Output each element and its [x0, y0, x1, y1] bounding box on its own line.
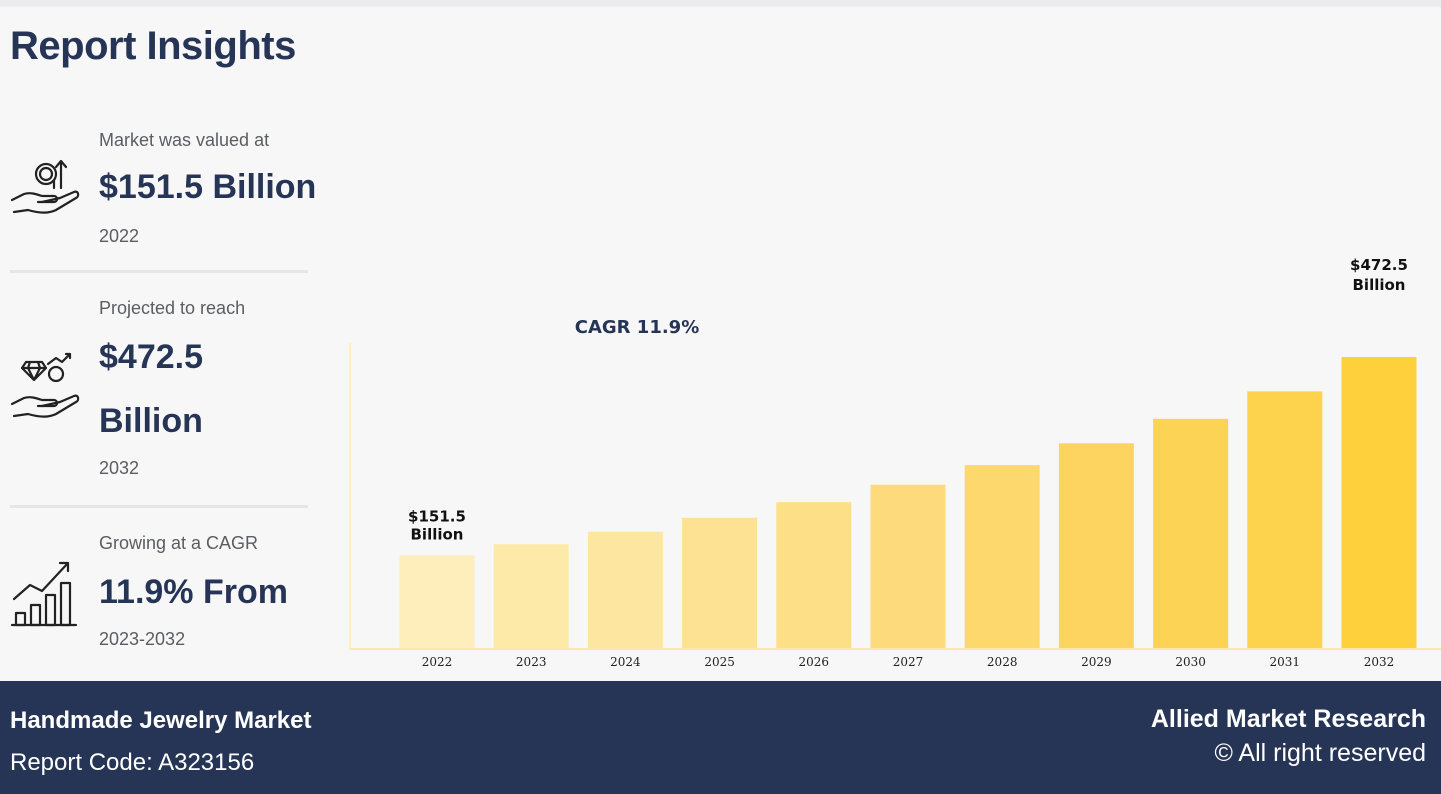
page-title: Report Insights [10, 24, 296, 68]
top-border [0, 0, 1441, 7]
stat-year: 2032 [99, 458, 140, 478]
bar-chart: 2022 2023 2024 2025 2026 2027 2028 2029 2030 2031… [349, 256, 1441, 669]
stat-value: $151.5 Billion [99, 168, 317, 206]
x-tick-label: 2025 [704, 655, 735, 669]
stat-label: Projected to reach [99, 298, 246, 318]
divider [10, 270, 308, 273]
footer: Handmade Jewelry Market Report Code: A32… [0, 681, 1441, 794]
bar-2028 [964, 465, 1040, 649]
cagr-annotation: CAGR 11.9% [575, 317, 700, 338]
footer-rights: © All right reserved [1214, 739, 1426, 767]
bar-2027 [870, 484, 946, 649]
x-tick-label: 2023 [516, 655, 547, 669]
x-tick-label: 2022 [422, 655, 453, 669]
stat-value: 11.9% From [99, 573, 288, 611]
stat-label: Growing at a CAGR [99, 533, 259, 553]
x-tick-label: 2024 [610, 655, 641, 669]
stat-year: 2023-2032 [99, 629, 186, 649]
last-bar-value-label: $472.5 [1350, 256, 1408, 274]
bar-2026 [776, 502, 852, 649]
bar-2024 [587, 531, 663, 649]
x-tick-label: 2029 [1081, 655, 1112, 669]
stat-value-line2: Billion [99, 402, 203, 440]
bar-2030 [1153, 418, 1229, 649]
diamond-dollar-hand-icon [10, 352, 80, 418]
bar-2025 [682, 517, 758, 649]
money-hand-icon [10, 159, 80, 214]
first-bar-value-label: $151.5 [408, 507, 466, 525]
stat-projected-value: Projected to reach $472.5 Billion 2032 [0, 290, 340, 500]
last-bar-unit-label: Billion [1353, 276, 1406, 294]
x-tick-label: 2032 [1364, 655, 1395, 669]
first-bar-unit-label: Billion [411, 525, 464, 543]
bar-2031 [1247, 391, 1323, 649]
x-tick-label: 2026 [799, 655, 830, 669]
bar-2029 [1058, 443, 1134, 649]
x-tick-label: 2031 [1270, 655, 1301, 669]
x-tick-label: 2028 [987, 655, 1018, 669]
stat-label: Market was valued at [99, 130, 270, 150]
stat-market-value: Market was valued at $151.5 Billion 2022 [0, 120, 340, 270]
bar-2023 [493, 544, 569, 649]
stat-cagr: Growing at a CAGR 11.9% From 2023-2032 [0, 525, 340, 675]
growth-chart-icon [10, 561, 78, 627]
stat-year: 2022 [99, 226, 140, 246]
divider [10, 505, 308, 508]
stat-value-line1: $472.5 [99, 338, 203, 376]
x-tick-label: 2030 [1175, 655, 1206, 669]
bar-2022 [399, 555, 475, 649]
x-tick-label: 2027 [893, 655, 924, 669]
footer-market-name: Handmade Jewelry Market [10, 707, 312, 734]
footer-report-code: Report Code: A323156 [10, 749, 255, 776]
footer-brand: Allied Market Research [1150, 705, 1426, 733]
bar-2032 [1341, 357, 1417, 649]
